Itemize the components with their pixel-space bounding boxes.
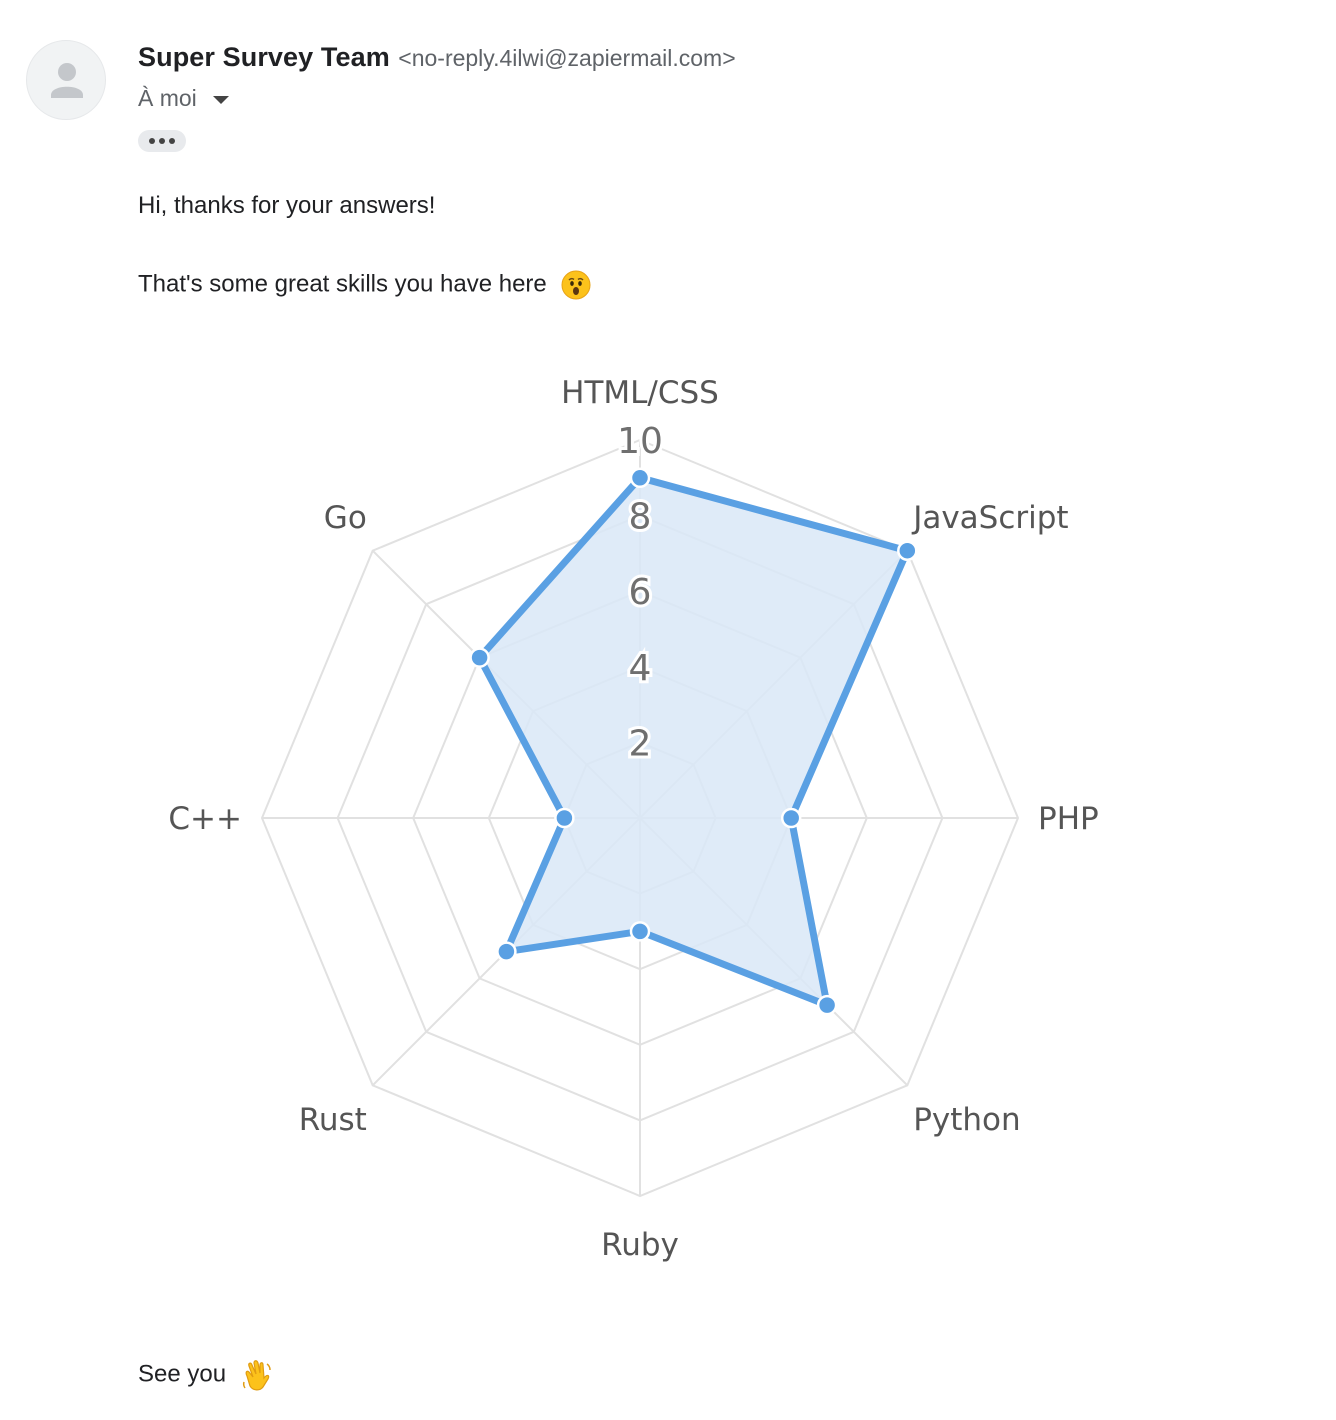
radar-axis-label: C++ — [168, 801, 242, 837]
radar-axis-label: Go — [324, 500, 367, 536]
message-greeting: Hi, thanks for your answers! — [138, 192, 436, 219]
radar-tick-label: 6 — [629, 572, 652, 613]
radar-axis-label: JavaScript — [911, 500, 1068, 536]
waving-hand-icon — [242, 1360, 271, 1391]
radar-tick-label: 8 — [629, 497, 652, 538]
radar-tick-label: 2 — [629, 723, 652, 764]
sender-email: <no-reply.4ilwi@zapiermail.com> — [398, 45, 736, 71]
message-line-2: That's some great skills you have here — [138, 270, 591, 300]
sender-name: Super Survey Team — [138, 42, 390, 72]
more-horizontal-icon — [149, 138, 175, 144]
message-closing: See you — [138, 1358, 273, 1392]
message-line-2-text: That's some great skills you have here — [138, 270, 547, 298]
radar-series — [469, 467, 918, 1016]
radar-point — [554, 807, 575, 829]
radar-tick-label: 4 — [629, 648, 652, 689]
recipient-label: À moi — [138, 85, 197, 111]
radar-axis-labels: HTML/CSS JavaScript PHP Python Ruby Rust C++ Go — [168, 375, 1098, 1263]
radar-tick-label: 10 — [617, 421, 663, 462]
radar-axis-label: Rust — [299, 1102, 367, 1138]
caret-down-icon — [213, 95, 230, 104]
radar-axis-label: PHP — [1038, 801, 1099, 837]
recipient-dropdown[interactable]: À moi — [138, 85, 230, 112]
radar-point — [780, 807, 802, 829]
radar-point — [629, 921, 651, 942]
radar-point — [816, 994, 838, 1016]
radar-point — [629, 467, 651, 489]
radar-point — [897, 540, 918, 561]
radar-point — [496, 941, 517, 962]
radar-series-area — [476, 474, 911, 1009]
show-trimmed-content-button[interactable] — [138, 130, 186, 152]
sender-avatar — [26, 40, 106, 120]
radar-axis-label: Python — [913, 1102, 1020, 1138]
radar-axis-label: HTML/CSS — [561, 375, 719, 411]
radar-tick-labels: 2 4 6 8 10 — [614, 418, 666, 767]
sender-line: Super Survey Team <no-reply.4ilwi@zapier… — [138, 42, 736, 73]
radar-point — [469, 647, 490, 668]
radar-axis-label: Ruby — [601, 1227, 679, 1263]
person-icon — [51, 63, 83, 98]
astonished-face-icon — [561, 270, 591, 300]
message-closing-text: See you — [138, 1360, 227, 1388]
